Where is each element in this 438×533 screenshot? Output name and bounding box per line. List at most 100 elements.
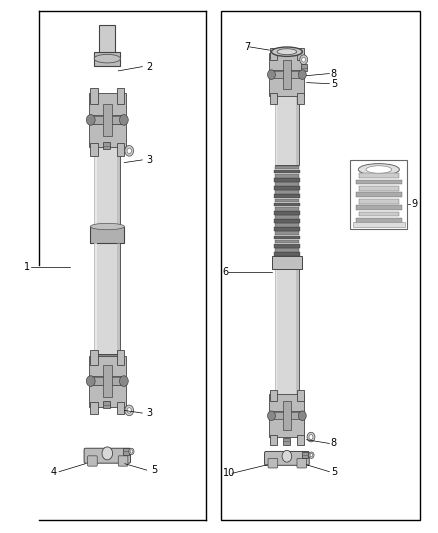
FancyBboxPatch shape <box>297 458 307 468</box>
Bar <box>89 124 126 147</box>
Bar <box>296 88 299 165</box>
Text: 1: 1 <box>24 262 30 271</box>
Bar <box>274 178 300 182</box>
Bar <box>89 93 126 115</box>
Bar <box>270 48 277 60</box>
Circle shape <box>86 376 95 386</box>
Bar <box>269 418 304 437</box>
Ellipse shape <box>277 49 297 55</box>
Bar <box>269 77 304 96</box>
Circle shape <box>307 432 315 442</box>
Bar <box>275 198 299 203</box>
Bar <box>356 180 402 184</box>
Bar <box>359 173 399 178</box>
Bar <box>296 269 299 400</box>
Circle shape <box>125 146 134 156</box>
Circle shape <box>298 411 306 421</box>
Bar <box>92 354 123 364</box>
FancyBboxPatch shape <box>265 451 309 465</box>
Circle shape <box>130 450 133 453</box>
Bar <box>274 252 300 256</box>
Bar <box>103 365 112 397</box>
Bar <box>94 136 120 227</box>
Bar <box>359 199 399 204</box>
Circle shape <box>129 448 134 455</box>
Circle shape <box>302 57 306 62</box>
Ellipse shape <box>90 223 124 230</box>
Text: 6: 6 <box>223 267 229 277</box>
Text: 5: 5 <box>151 465 157 475</box>
Text: 2: 2 <box>147 62 153 71</box>
Bar <box>117 88 124 104</box>
Bar <box>300 64 307 71</box>
Bar <box>353 222 405 227</box>
Bar <box>359 186 399 191</box>
Bar <box>275 223 299 227</box>
Circle shape <box>268 411 276 421</box>
Bar <box>270 390 277 401</box>
Circle shape <box>268 70 276 79</box>
Circle shape <box>310 454 313 457</box>
Bar <box>275 231 299 235</box>
Bar <box>275 182 299 186</box>
Text: 3: 3 <box>147 408 153 418</box>
Bar <box>90 143 98 156</box>
Bar <box>275 88 299 165</box>
FancyBboxPatch shape <box>268 458 278 468</box>
Circle shape <box>125 405 134 416</box>
Text: 5: 5 <box>331 467 337 477</box>
Bar <box>297 48 304 60</box>
Bar <box>271 412 303 419</box>
Bar <box>275 88 277 165</box>
Bar <box>94 243 120 354</box>
Bar <box>123 448 129 455</box>
Bar <box>270 93 277 104</box>
Bar <box>356 218 402 223</box>
Bar <box>117 136 120 227</box>
FancyBboxPatch shape <box>88 456 97 466</box>
Bar <box>274 203 300 206</box>
Bar <box>283 60 291 89</box>
Bar <box>275 248 299 252</box>
Circle shape <box>127 148 131 154</box>
Ellipse shape <box>272 47 302 56</box>
Circle shape <box>120 376 128 386</box>
Text: 8: 8 <box>331 69 337 78</box>
Bar <box>269 394 304 411</box>
Circle shape <box>86 115 95 125</box>
Bar <box>103 401 110 408</box>
Bar <box>117 402 124 414</box>
Bar <box>272 55 302 60</box>
Bar <box>275 269 277 400</box>
Text: 8: 8 <box>331 439 337 448</box>
FancyBboxPatch shape <box>84 448 131 463</box>
Bar <box>302 452 308 458</box>
Text: 9: 9 <box>412 199 418 208</box>
Bar <box>275 207 299 211</box>
FancyBboxPatch shape <box>118 456 128 466</box>
Bar <box>90 402 98 414</box>
Bar <box>356 205 402 210</box>
Bar <box>275 174 299 177</box>
Ellipse shape <box>94 54 120 63</box>
Bar <box>274 244 300 248</box>
Bar <box>274 228 300 231</box>
Bar <box>274 236 300 239</box>
Bar <box>274 169 300 173</box>
Bar <box>117 243 120 354</box>
Circle shape <box>102 447 113 460</box>
Bar <box>94 136 96 227</box>
Bar <box>350 160 407 229</box>
Bar <box>274 219 300 223</box>
Bar <box>272 256 302 269</box>
Text: 3: 3 <box>147 155 153 165</box>
Bar <box>275 240 299 244</box>
Bar <box>94 243 96 354</box>
Bar <box>103 142 110 149</box>
Bar <box>90 377 125 385</box>
Bar <box>297 435 304 445</box>
Bar <box>270 435 277 445</box>
Bar <box>117 143 124 156</box>
Ellipse shape <box>358 164 399 175</box>
Bar <box>90 88 98 104</box>
